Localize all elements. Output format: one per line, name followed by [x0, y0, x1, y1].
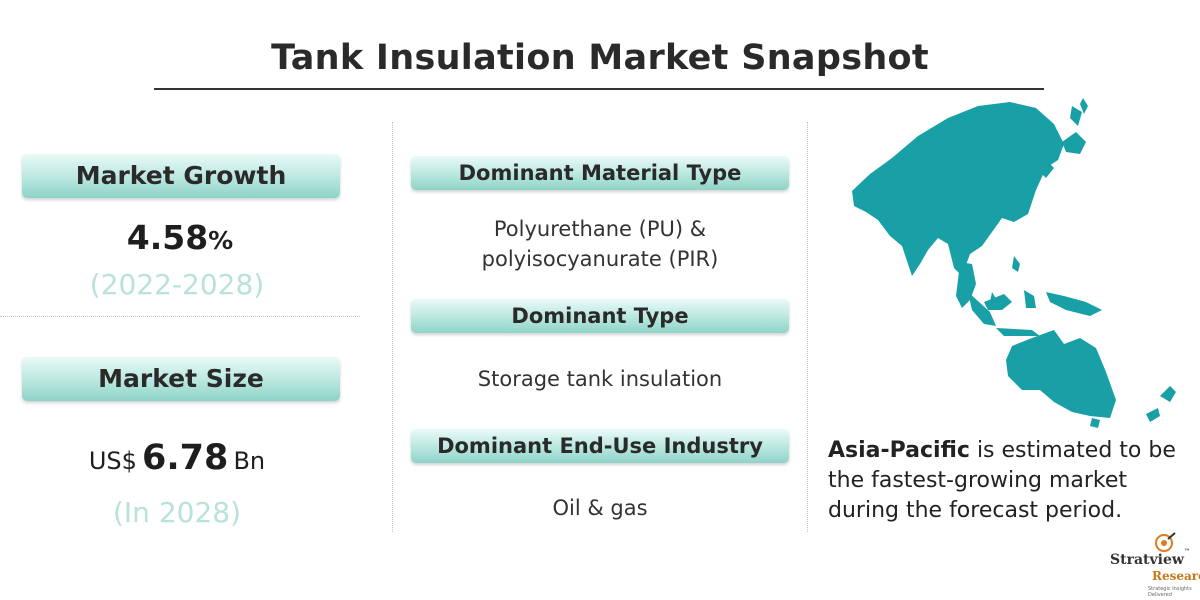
column-divider-left	[392, 122, 393, 532]
market-growth-label: Market Growth	[22, 154, 340, 198]
region-statement: Asia-Pacific is estimated to be the fast…	[828, 436, 1188, 526]
dominant-type-value: Storage tank insulation	[477, 367, 723, 391]
market-size-suffix: Bn	[233, 447, 266, 475]
market-size-period: (In 2028)	[112, 496, 241, 529]
market-growth-number: 4.58	[126, 218, 209, 257]
column-divider-right	[807, 122, 808, 532]
logo-tagline: Strategic Insights Delivered	[1148, 586, 1192, 598]
title-underline	[154, 88, 1044, 90]
region-text: is estimated to be the fastest-growing m…	[828, 438, 1176, 523]
dominant-end-use-industry-label: Dominant End-Use Industry	[411, 429, 789, 463]
page-title: Tank Insulation Market Snapshot	[271, 38, 929, 78]
material-line-1: Polyurethane (PU) &	[493, 217, 707, 241]
market-growth-value: 4.58%	[0, 218, 360, 257]
stratview-logo-icon	[1155, 532, 1176, 552]
logo-sub: Research	[1152, 569, 1200, 583]
market-size-prefix: US$	[88, 447, 137, 475]
logo-name: Stratview	[1110, 552, 1184, 568]
market-growth-unit: %	[208, 226, 234, 255]
market-size-value: US$ 6.78 Bn	[0, 438, 354, 478]
asia-pacific-map-icon	[852, 98, 1176, 428]
market-growth-period: (2022-2028)	[89, 268, 265, 301]
dominant-material-type-value: Polyurethane (PU) & polyisocyanurate (PI…	[400, 214, 800, 274]
logo-tm: ™	[1184, 548, 1190, 555]
stratview-logo: Stratview ™ Research Strategic Insights …	[1108, 532, 1200, 600]
material-line-2: polyisocyanurate (PIR)	[481, 247, 719, 271]
market-size-label: Market Size	[22, 357, 340, 401]
row-divider	[0, 316, 360, 317]
dominant-material-type-label: Dominant Material Type	[411, 156, 789, 190]
dominant-end-use-industry-value: Oil & gas	[552, 496, 648, 520]
region-highlight: Asia-Pacific	[828, 438, 970, 463]
dominant-type-label: Dominant Type	[411, 299, 789, 333]
market-size-number: 6.78	[142, 438, 229, 478]
